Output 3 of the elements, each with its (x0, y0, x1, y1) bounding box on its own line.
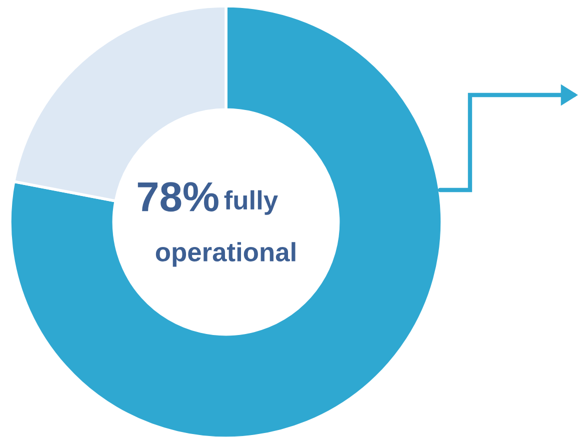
text: fully (224, 190, 278, 215)
text: operational (156, 242, 296, 267)
text: 78% (138, 182, 218, 212)
